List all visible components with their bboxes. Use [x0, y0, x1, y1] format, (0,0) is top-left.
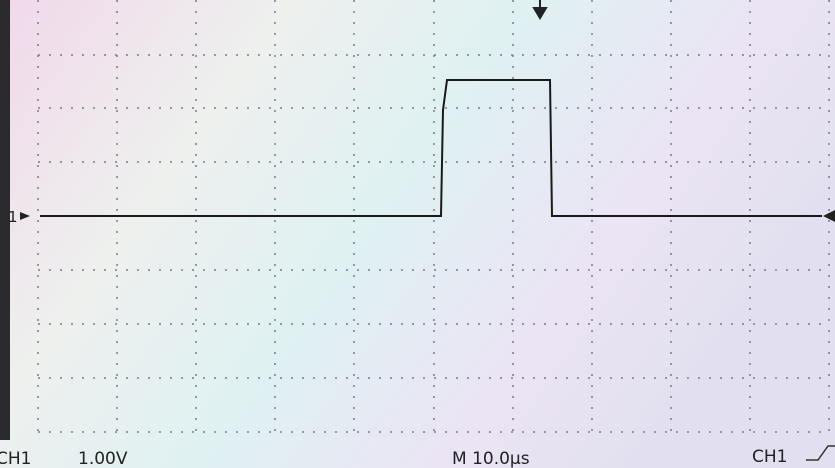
bezel: [0, 0, 10, 440]
waveform: [40, 79, 822, 217]
trigger-source: CH1: [752, 447, 787, 467]
channel-arrow: [20, 212, 30, 220]
channel-marker: 1: [8, 208, 18, 226]
trigger-position-marker: [532, 0, 548, 20]
trigger-level-marker: [823, 210, 835, 222]
volts-per-div: 1.00V: [78, 449, 128, 468]
timebase: M 10.0µs: [452, 449, 530, 468]
trigger-edge-icon: [806, 445, 835, 461]
channel-label: CH1: [0, 449, 31, 468]
